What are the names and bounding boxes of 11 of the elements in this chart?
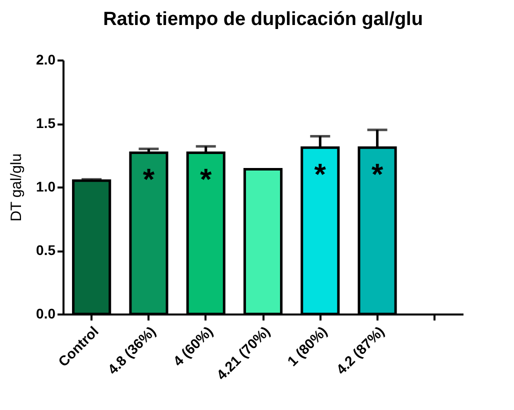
annotation: * xyxy=(314,158,326,192)
annotation: * xyxy=(142,164,155,197)
y-axis-title: DT gal/glu xyxy=(8,153,26,222)
annotation: * xyxy=(371,158,384,192)
y-tick-label: 0.0 xyxy=(36,306,56,322)
chart-title: Ratio tiempo de duplicación gal/glu xyxy=(103,9,423,30)
y-tick-label: 1.5 xyxy=(36,115,56,131)
y-tick-label: 2.0 xyxy=(36,52,56,68)
annotation: * xyxy=(200,164,212,197)
y-tick-label: 1.0 xyxy=(36,178,56,194)
y-tick-label: 0.5 xyxy=(36,242,56,258)
